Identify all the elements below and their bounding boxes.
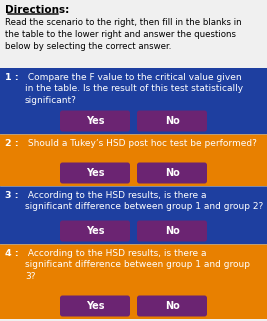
FancyBboxPatch shape xyxy=(0,0,267,68)
FancyBboxPatch shape xyxy=(0,186,267,244)
Text: No: No xyxy=(165,301,179,311)
FancyBboxPatch shape xyxy=(137,221,207,241)
FancyBboxPatch shape xyxy=(60,110,130,132)
FancyBboxPatch shape xyxy=(137,110,207,132)
Text: Yes: Yes xyxy=(86,301,104,311)
Text: Yes: Yes xyxy=(86,226,104,236)
Text: No: No xyxy=(165,168,179,178)
FancyBboxPatch shape xyxy=(60,221,130,241)
Text: Read the scenario to the right, then fill in the blanks in
the table to the lowe: Read the scenario to the right, then fil… xyxy=(5,18,242,51)
FancyBboxPatch shape xyxy=(0,244,267,319)
Text: Compare the F value to the critical value given
in the table. Is the result of t: Compare the F value to the critical valu… xyxy=(25,73,243,105)
FancyBboxPatch shape xyxy=(137,296,207,317)
FancyBboxPatch shape xyxy=(60,296,130,317)
Text: According to the HSD results, is there a
significant difference between group 1 : According to the HSD results, is there a… xyxy=(25,191,263,212)
Text: 4 :: 4 : xyxy=(5,249,19,258)
Text: Yes: Yes xyxy=(86,116,104,126)
Text: 2 :: 2 : xyxy=(5,139,19,148)
Text: Directions:: Directions: xyxy=(5,5,69,15)
Text: Should a Tukey’s HSD post hoc test be performed?: Should a Tukey’s HSD post hoc test be pe… xyxy=(25,139,257,148)
FancyBboxPatch shape xyxy=(0,68,267,134)
Text: According to the HSD results, is there a
significant difference between group 1 : According to the HSD results, is there a… xyxy=(25,249,250,281)
FancyBboxPatch shape xyxy=(137,162,207,184)
Text: No: No xyxy=(165,116,179,126)
Text: 3 :: 3 : xyxy=(5,191,18,200)
FancyBboxPatch shape xyxy=(60,162,130,184)
FancyBboxPatch shape xyxy=(0,134,267,186)
Text: No: No xyxy=(165,226,179,236)
Text: Yes: Yes xyxy=(86,168,104,178)
Text: 1 :: 1 : xyxy=(5,73,19,82)
